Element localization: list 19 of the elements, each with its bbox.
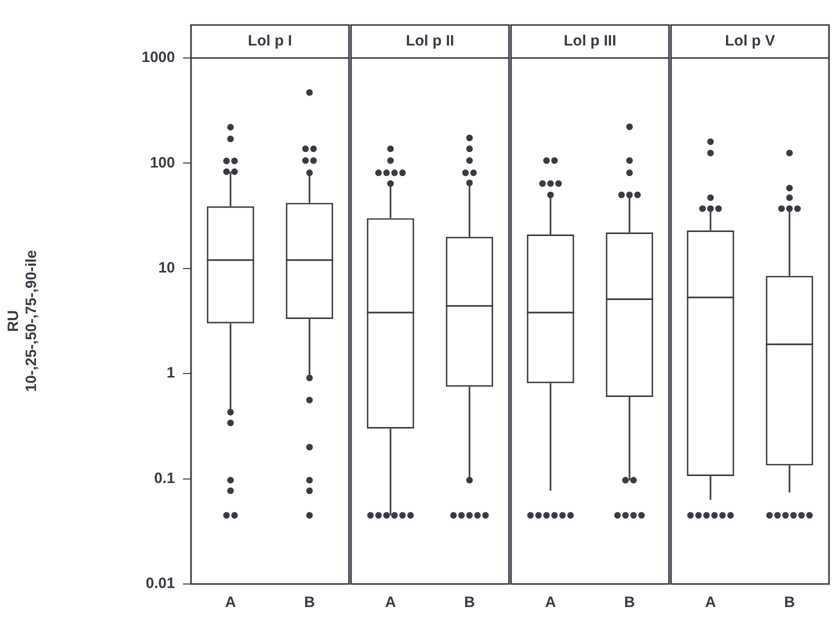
x-tick-label: B [784,594,796,612]
y-tick-label: 0.1 [154,470,175,487]
x-tick-label: A [225,594,236,612]
x-tick-label: B [304,594,316,612]
x-tick-label: B [624,594,636,612]
x-tick-label: A [385,594,396,612]
x-tick-label: A [705,594,716,612]
x-tick-label: A [545,594,556,612]
chart-title: Lol p III [564,32,616,50]
y-axis-title: RU 10-,25-,50-,75-,90-ile [5,250,40,392]
y-tick-label: 0.01 [146,575,175,592]
chart-title: Lol p V [725,32,775,50]
y-tick-label: 1 [166,364,175,382]
x-tick-label: B [464,594,476,612]
y-tick-label: 10 [158,260,175,277]
y-tick-label: 1000 [142,49,175,66]
chart-title: Lol p II [406,32,454,50]
chart-title: Lol p I [248,32,292,50]
y-tick-label: 100 [150,154,175,172]
